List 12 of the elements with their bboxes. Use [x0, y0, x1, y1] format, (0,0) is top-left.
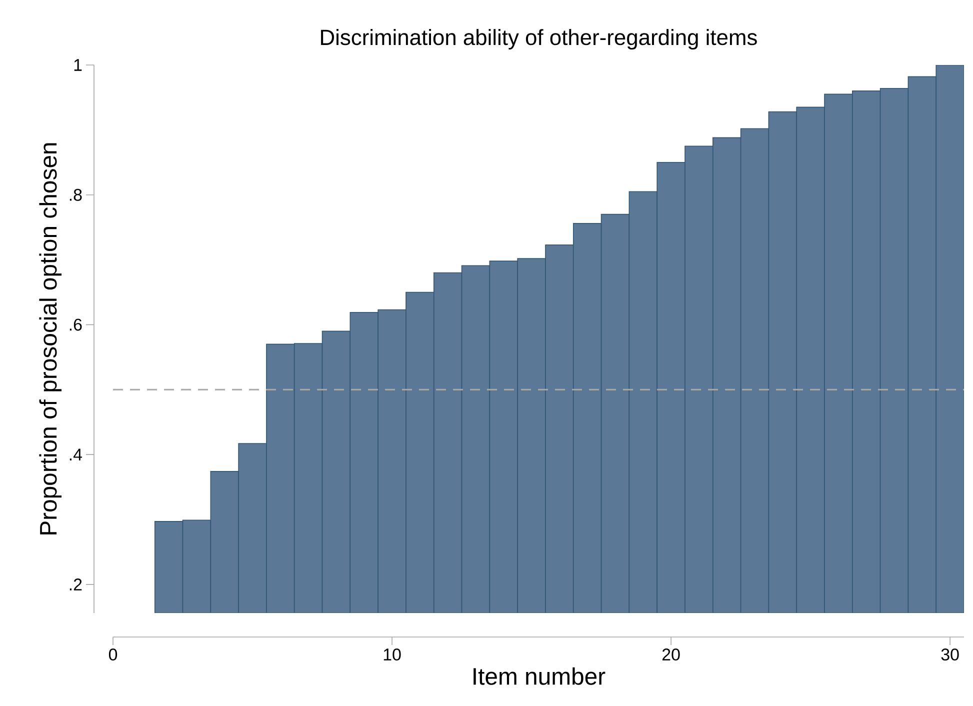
- y-tick-label: .6: [70, 318, 82, 331]
- x-axis-title: Item number: [474, 667, 606, 685]
- chart-title: Discrimination ability of other-regarding items: [321, 29, 757, 50]
- y-tick-label: .8: [70, 188, 82, 201]
- y-tick-label: .2: [70, 578, 82, 590]
- x-tick-label: 10: [384, 648, 401, 661]
- y-tick-label: .4: [70, 448, 82, 460]
- x-tick-label: 30: [941, 648, 959, 661]
- y-tick-label: 1: [74, 59, 82, 71]
- y-axis-title: Proportion of prosocial option chosen: [39, 143, 62, 534]
- x-tick-label: 0: [108, 648, 118, 661]
- x-tick-label: 20: [662, 648, 680, 661]
